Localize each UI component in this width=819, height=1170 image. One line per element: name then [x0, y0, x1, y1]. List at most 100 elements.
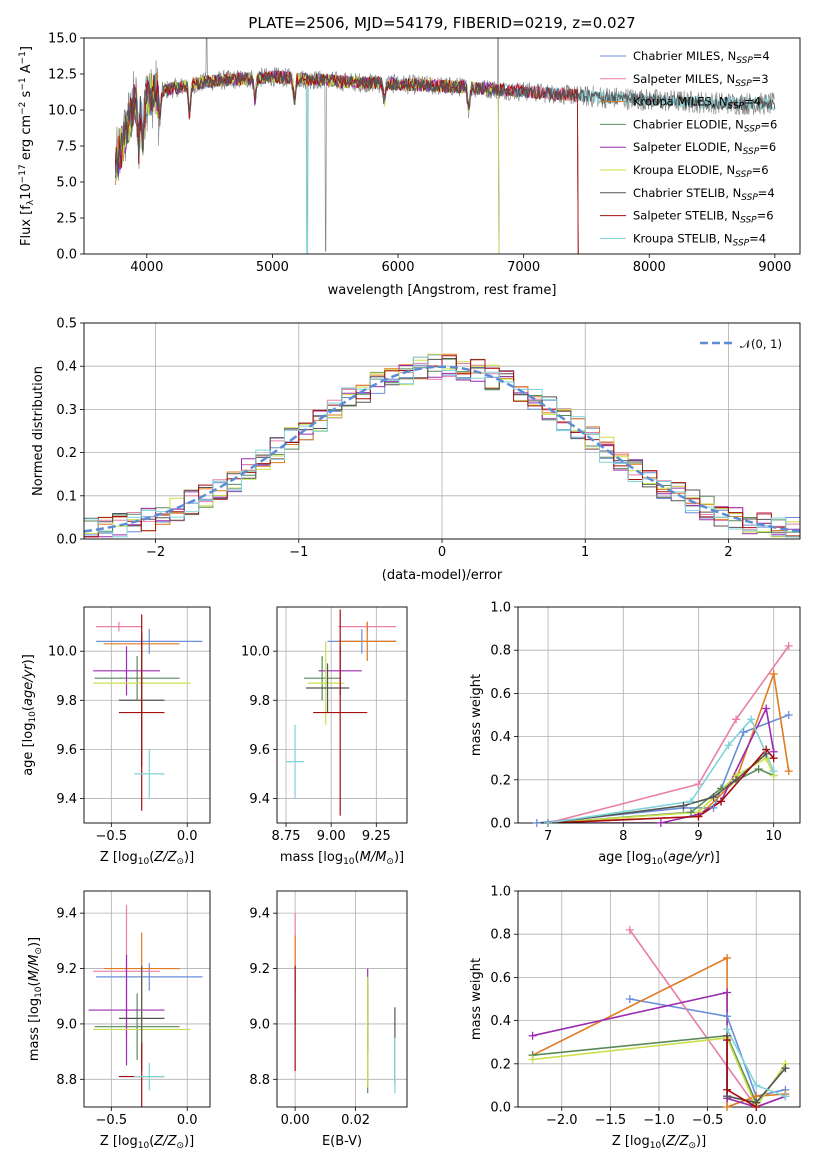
axes-frame — [517, 890, 801, 1108]
label-part: 10 — [343, 857, 355, 867]
mass-weight-marker — [754, 765, 763, 773]
label-part: SSP — [735, 170, 752, 180]
legend-label: Salpeter STELIB, NSSP=6 — [633, 209, 774, 226]
mass-weight-marker — [723, 1012, 732, 1021]
x-tick-label: 7 — [544, 829, 552, 844]
label-part: Z/Z — [665, 1134, 689, 1149]
plot-area — [286, 609, 397, 816]
x-tick-label: −0.5 — [96, 829, 128, 844]
y-tick-label: 10.0 — [48, 645, 77, 660]
legend-label: Kroupa MILES, NSSP=4 — [633, 95, 761, 112]
legend-label: 𝒩(0, 1) — [740, 337, 782, 351]
label-part: mass [log — [280, 850, 343, 865]
label-part: ⊙ — [176, 857, 184, 867]
axes-frame — [83, 890, 211, 1108]
y-tick-label: 0.5 — [56, 317, 77, 332]
label-part: ⊙ — [176, 1141, 184, 1151]
label-part: M/M — [27, 955, 42, 982]
legend-label: Chabrier STELIB, NSSP=4 — [633, 186, 775, 203]
y-tick-label: 0.3 — [56, 403, 77, 418]
x-tick-label: 10 — [765, 829, 782, 844]
legend-label: Salpeter MILES, NSSP=3 — [633, 72, 769, 89]
label-part: )] — [394, 850, 404, 865]
label-part: Chabrier ELODIE, N — [633, 117, 744, 131]
label-part: A — [19, 64, 34, 77]
label-part: )] — [710, 850, 720, 865]
label-part: Flux [f — [19, 205, 34, 246]
mass-weight-marker — [769, 754, 778, 763]
mass-weight-marker — [781, 1064, 790, 1073]
label-part: λ — [26, 199, 36, 205]
x-axis-label: Z [log10(Z/Z⊙)] — [100, 850, 194, 867]
label-part: SSP — [744, 124, 761, 134]
x-axis-label: (data-model)/error — [382, 568, 503, 583]
y-tick-label: 9.8 — [56, 694, 77, 709]
x-tick-label: −1.5 — [595, 1113, 627, 1128]
label-part: ( — [27, 981, 42, 986]
y-tick-label: 0.2 — [490, 1057, 511, 1072]
mass-weight-marker — [781, 1092, 790, 1101]
y-tick-label: 0.0 — [490, 817, 511, 832]
y-tick-label: 10.0 — [48, 104, 77, 119]
mass-weight-marker — [723, 988, 732, 997]
label-part: =4 — [753, 49, 770, 63]
x-tick-label: 0.02 — [341, 1113, 370, 1128]
label-part: 10 — [650, 1141, 662, 1151]
label-part: −2 — [18, 102, 28, 115]
y-tick-label: 0.8 — [490, 644, 511, 659]
label-part: Chabrier STELIB, N — [633, 186, 741, 200]
y-axis-label: Normed distribution — [31, 366, 46, 496]
x-tick-label: 4000 — [130, 260, 163, 275]
plot-area — [88, 904, 203, 1107]
x-axis-label: Z [log10(Z/Z⊙)] — [100, 1134, 194, 1151]
label-part: =3 — [752, 72, 769, 86]
x-tick-label: 6000 — [381, 260, 414, 275]
legend-label: Kroupa ELODIE, NSSP=6 — [633, 163, 769, 180]
y-tick-label: 8.8 — [56, 1073, 77, 1088]
y-tick-label: 0.0 — [56, 248, 77, 263]
x-tick-label: 8000 — [633, 260, 666, 275]
label-part: age [log — [598, 850, 651, 865]
mass-weight-marker — [752, 1081, 761, 1090]
y-tick-label: 9.4 — [56, 907, 77, 922]
mass-weight-marker — [625, 995, 634, 1003]
y-tick-label: 10.0 — [241, 645, 270, 660]
label-part: SSP — [741, 193, 758, 203]
x-tick-label: −1 — [289, 545, 308, 560]
y-tick-label: 9.2 — [56, 962, 77, 977]
axes-frame — [83, 37, 801, 255]
x-tick-label: 0.0 — [177, 829, 198, 844]
y-tick-label: 9.6 — [56, 743, 77, 758]
label-part: ( — [663, 850, 668, 865]
y-tick-label: 0.4 — [56, 360, 77, 375]
label-part: ⊙ — [386, 857, 394, 867]
y-tick-label: 5.0 — [56, 176, 77, 191]
label-part: mass [log — [27, 998, 42, 1061]
mass-weight-marker — [784, 711, 793, 719]
legend-label: Salpeter ELODIE, NSSP=6 — [633, 140, 776, 157]
label-part: s — [19, 90, 34, 101]
y-axis-label: mass [log10(M/M⊙)] — [27, 937, 44, 1061]
x-tick-label: 0.0 — [746, 1113, 767, 1128]
x-tick-label: −2 — [146, 545, 165, 560]
x-tick-label: 7000 — [507, 260, 540, 275]
label-part: Z [log — [612, 1134, 650, 1149]
mass-weight-marker — [784, 641, 793, 650]
label-part: ( — [355, 850, 360, 865]
label-part: SSP — [733, 238, 750, 248]
axes-frame — [517, 606, 801, 824]
y-tick-label: 8.8 — [249, 1073, 270, 1088]
label-part: )] — [184, 850, 194, 865]
mass-weight-marker — [752, 1103, 761, 1111]
gaussian-reference-line — [84, 365, 800, 533]
x-tick-label: 9.00 — [317, 829, 346, 844]
label-part: SSP — [728, 102, 745, 112]
y-axis-label: mass weight — [469, 958, 484, 1040]
axes-frame — [83, 606, 211, 824]
x-tick-label: 8.75 — [272, 829, 301, 844]
mass-weight-marker — [656, 819, 665, 827]
label-part: Z/Z — [153, 850, 177, 865]
label-part: =4 — [758, 186, 775, 200]
label-part: 10 — [19, 183, 34, 200]
mass-weight-marker — [709, 793, 718, 802]
